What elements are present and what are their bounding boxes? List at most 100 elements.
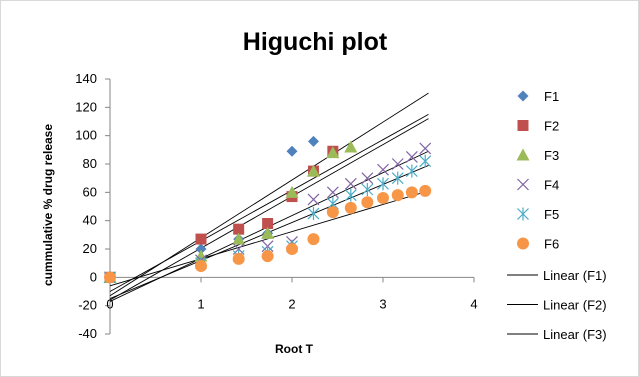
y-tick-label: -20 <box>78 298 97 313</box>
circle-shape <box>326 206 339 219</box>
data-point-f6 <box>261 250 274 263</box>
x-stroke <box>517 178 529 191</box>
data-point-f3 <box>194 249 208 262</box>
data-point-f3 <box>232 232 246 245</box>
circle-shape <box>377 192 389 204</box>
circle-shape <box>419 184 432 197</box>
data-point-f4 <box>377 163 389 176</box>
data-point-f6 <box>361 196 374 209</box>
legend-marker-f6 <box>517 237 529 250</box>
circle-shape <box>104 271 116 284</box>
y-tick-label: 60 <box>83 184 97 199</box>
chart-title: Higuchi plot <box>243 28 388 56</box>
legend-marker-f2 <box>517 120 529 131</box>
circle-shape <box>344 201 357 214</box>
legend-label-f4: F4 <box>544 178 559 193</box>
legend-marker-f3 <box>516 148 530 161</box>
data-point-f1 <box>195 243 207 255</box>
data-point-f6 <box>326 206 339 219</box>
x-stroke <box>405 150 418 163</box>
data-point-f5 <box>307 207 320 221</box>
legend-line-label: Linear (F2) <box>543 298 607 313</box>
data-point-f1 <box>286 145 298 157</box>
data-point-f6 <box>307 233 320 246</box>
legend-label-f6: F6 <box>544 237 559 252</box>
circle-shape <box>391 189 404 202</box>
legend-label-f5: F5 <box>544 207 559 222</box>
x-axis-title: Root T <box>275 342 314 356</box>
data-point-f4 <box>326 186 339 199</box>
y-tick-label: 140 <box>75 71 97 86</box>
y-axis-title: cummulative % drug release <box>41 124 55 286</box>
diamond-shape <box>517 90 529 102</box>
circle-shape <box>361 196 374 209</box>
circle-shape <box>195 260 207 272</box>
data-point-f1 <box>307 135 319 147</box>
data-point-f6 <box>286 243 298 255</box>
square-shape <box>517 120 529 131</box>
trendline-linear-f2 <box>109 114 429 292</box>
legend-line-label: Linear (F3) <box>543 327 607 342</box>
x-tick-label: 0 <box>106 296 113 311</box>
legend-marker-f1 <box>517 90 529 102</box>
triangle-shape <box>344 140 358 153</box>
data-point-f6 <box>232 252 245 265</box>
data-point-f3 <box>306 164 320 177</box>
data-point-f6 <box>419 184 432 197</box>
legend-marker-f4 <box>517 178 529 191</box>
legend-marker-f5 <box>517 207 529 221</box>
legend-label-f1: F1 <box>544 89 559 104</box>
x-tick-label: 4 <box>470 296 477 311</box>
y-tick-label: 100 <box>75 128 97 143</box>
triangle-shape <box>285 185 299 198</box>
data-point-f4 <box>405 150 418 163</box>
y-tick-label: 20 <box>83 241 97 256</box>
data-point-f5 <box>405 164 418 178</box>
legend-line-label: Linear (F1) <box>543 268 607 283</box>
legend-label-f2: F2 <box>544 119 559 134</box>
x-stroke <box>377 163 389 176</box>
data-point-f3 <box>285 185 299 198</box>
circle-shape <box>232 252 245 265</box>
circle-shape <box>307 233 320 246</box>
x-tick-label: 1 <box>197 296 204 311</box>
trendline-linear-f3 <box>109 118 429 301</box>
data-point-f6 <box>405 186 418 199</box>
x-tick-label: 2 <box>288 296 295 311</box>
data-point-f2 <box>195 233 207 245</box>
circle-shape <box>261 250 274 263</box>
circle-shape <box>517 237 529 250</box>
data-point-f4 <box>391 158 404 170</box>
square-shape <box>233 223 245 235</box>
legend: F1 F2 F3 F4 F5 F6 Linear (F1) Linear (F2) Linear… <box>507 89 607 342</box>
data-point-f6 <box>377 192 389 204</box>
x-stroke <box>391 158 404 170</box>
data-point-f5 <box>391 171 404 185</box>
legend-label-f3: F3 <box>544 148 559 163</box>
circle-shape <box>405 186 418 199</box>
data-point-f5 <box>344 188 357 202</box>
x-stroke <box>419 142 432 155</box>
data-point-f4 <box>307 193 320 206</box>
diamond-shape <box>286 145 298 157</box>
triangle-shape <box>261 226 275 239</box>
data-point-f6 <box>344 201 357 214</box>
triangle-shape <box>306 164 320 177</box>
data-point-f5 <box>419 154 432 168</box>
data-point-f2 <box>233 223 245 235</box>
data-point-f3 <box>344 140 358 153</box>
diamond-shape <box>307 135 319 147</box>
circle-shape <box>286 243 298 255</box>
square-shape <box>195 233 207 245</box>
x-stroke <box>307 193 320 206</box>
data-point-f5 <box>361 183 374 196</box>
data-point-f6 <box>195 260 207 272</box>
data-point-f4 <box>344 177 357 190</box>
data-point-f3 <box>326 146 340 159</box>
triangle-shape <box>326 146 340 159</box>
y-tick-label: 120 <box>75 99 97 114</box>
triangle-shape <box>516 148 530 161</box>
data-point-f5 <box>377 177 389 191</box>
